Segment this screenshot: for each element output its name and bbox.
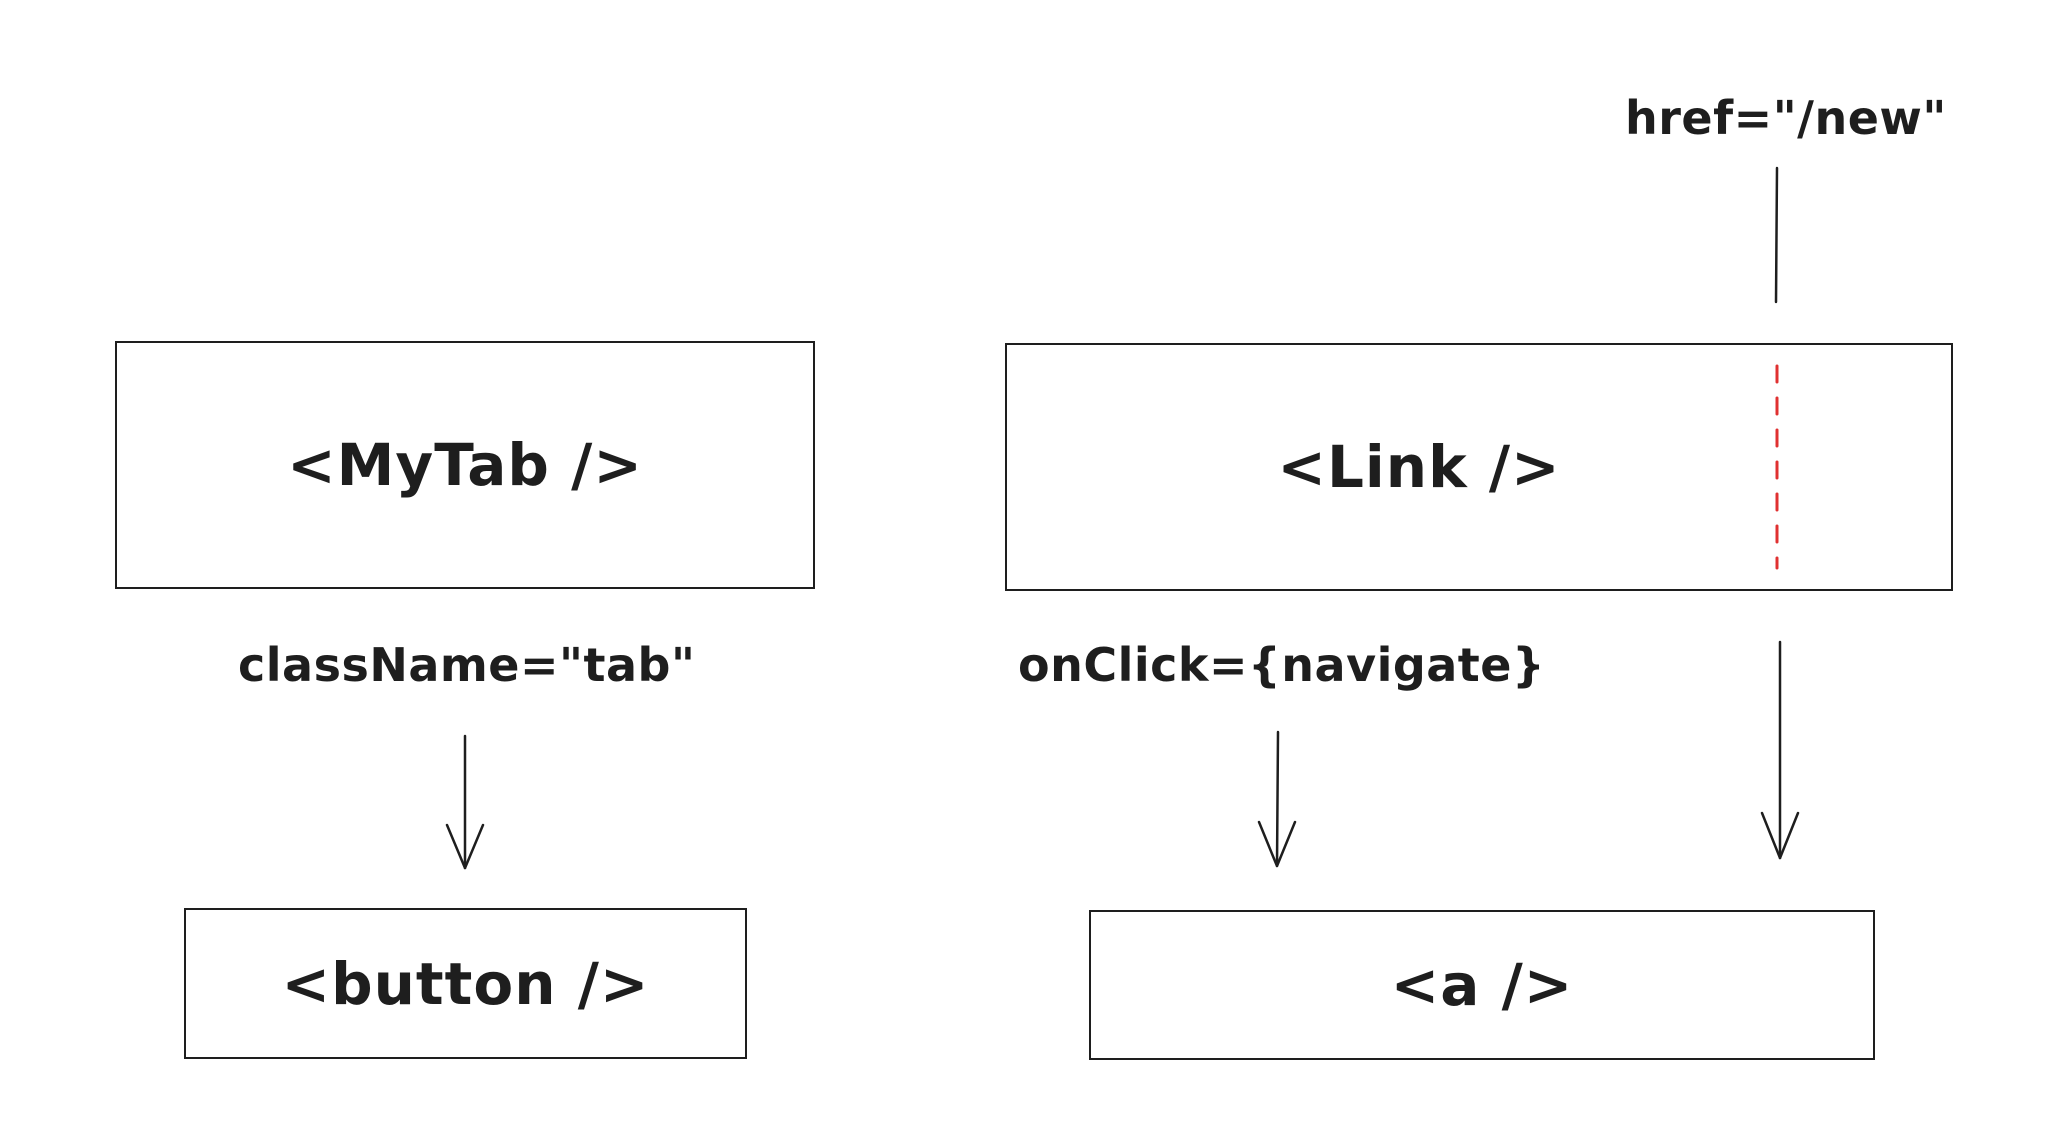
mytab-node: <MyTab />: [115, 341, 815, 589]
button-node: <button />: [184, 908, 747, 1059]
link-label: <Link />: [1277, 433, 1561, 501]
anchor-node: <a />: [1089, 910, 1875, 1060]
href-connector-line: [1774, 166, 1779, 304]
classname-arrow: [445, 734, 485, 870]
button-label: <button />: [281, 949, 650, 1018]
href-arrow: [1760, 640, 1800, 860]
onclick-arrow: [1257, 730, 1297, 868]
link-node: <Link />: [1005, 343, 1953, 591]
anchor-label: <a />: [1390, 951, 1574, 1019]
href-prop-label: href="/new": [1625, 91, 1947, 145]
onclick-prop-label: onClick={navigate}: [1018, 638, 1546, 692]
classname-prop-label: className="tab": [238, 638, 696, 692]
mytab-label: <MyTab />: [287, 431, 643, 499]
